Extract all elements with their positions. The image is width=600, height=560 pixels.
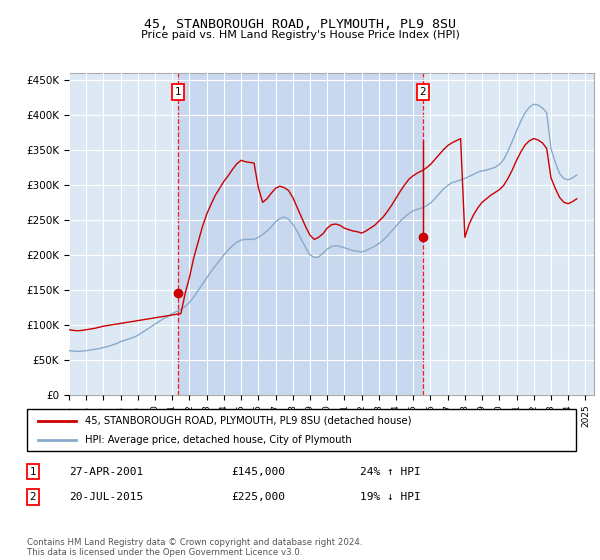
Text: 2: 2 bbox=[29, 492, 37, 502]
FancyBboxPatch shape bbox=[27, 409, 576, 451]
Text: 45, STANBOROUGH ROAD, PLYMOUTH, PL9 8SU (detached house): 45, STANBOROUGH ROAD, PLYMOUTH, PL9 8SU … bbox=[85, 416, 411, 426]
Text: 27-APR-2001: 27-APR-2001 bbox=[69, 466, 143, 477]
Text: Price paid vs. HM Land Registry's House Price Index (HPI): Price paid vs. HM Land Registry's House … bbox=[140, 30, 460, 40]
Text: 2: 2 bbox=[419, 87, 426, 97]
Text: 45, STANBOROUGH ROAD, PLYMOUTH, PL9 8SU: 45, STANBOROUGH ROAD, PLYMOUTH, PL9 8SU bbox=[144, 18, 456, 31]
Text: 20-JUL-2015: 20-JUL-2015 bbox=[69, 492, 143, 502]
Text: 24% ↑ HPI: 24% ↑ HPI bbox=[360, 466, 421, 477]
Text: £145,000: £145,000 bbox=[231, 466, 285, 477]
Text: 1: 1 bbox=[175, 87, 181, 97]
Text: Contains HM Land Registry data © Crown copyright and database right 2024.
This d: Contains HM Land Registry data © Crown c… bbox=[27, 538, 362, 557]
Text: 1: 1 bbox=[29, 466, 37, 477]
Text: HPI: Average price, detached house, City of Plymouth: HPI: Average price, detached house, City… bbox=[85, 435, 352, 445]
Text: £225,000: £225,000 bbox=[231, 492, 285, 502]
Bar bbox=[178, 73, 423, 395]
Text: 19% ↓ HPI: 19% ↓ HPI bbox=[360, 492, 421, 502]
